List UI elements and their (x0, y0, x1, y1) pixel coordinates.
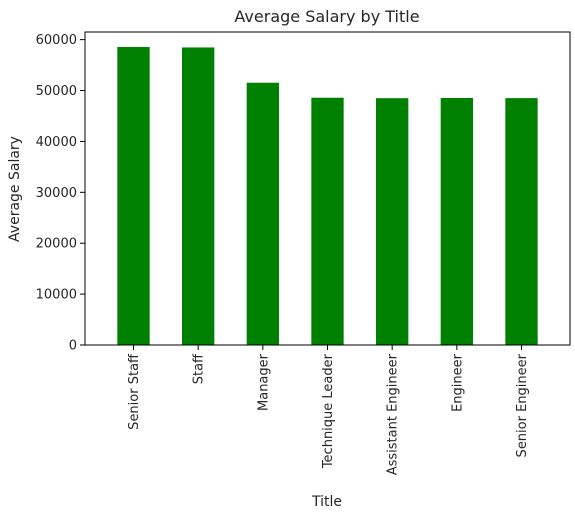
bar-senior-engineer (505, 98, 538, 345)
bar-manager (246, 82, 279, 346)
bar-senior-staff (117, 47, 150, 345)
x-tick-label: Engineer (450, 353, 465, 412)
bars-group (117, 47, 538, 346)
x-axis-label: Title (311, 494, 342, 510)
x-axis-ticks: Senior Staff Staff Manager Technique Leader… (127, 345, 530, 475)
y-tick-label: 60000 (36, 33, 77, 48)
bar-technique-leader (311, 97, 344, 346)
y-tick-label: 10000 (36, 288, 77, 303)
y-tick-label: 20000 (36, 237, 77, 252)
y-axis-label: Average Salary (7, 136, 23, 242)
x-tick-label: Senior Engineer (515, 353, 530, 457)
bar-staff (182, 47, 215, 345)
x-tick-label: Senior Staff (127, 353, 142, 430)
x-tick-label: Technique Leader (321, 353, 336, 469)
bar-engineer (440, 97, 473, 345)
y-axis-ticks: 0 10000 20000 30000 40000 50000 60000 (36, 33, 85, 354)
y-tick-label: 0 (69, 339, 77, 354)
x-tick-label: Manager (256, 353, 271, 411)
y-tick-label: 30000 (36, 186, 77, 201)
bar-assistant-engineer (376, 98, 409, 345)
y-tick-label: 40000 (36, 135, 77, 150)
chart-title: Average Salary by Title (234, 7, 419, 26)
x-tick-label: Staff (192, 353, 207, 384)
plot-frame (84, 31, 571, 346)
y-tick-label: 50000 (36, 84, 77, 99)
x-tick-label: Assistant Engineer (386, 353, 401, 475)
